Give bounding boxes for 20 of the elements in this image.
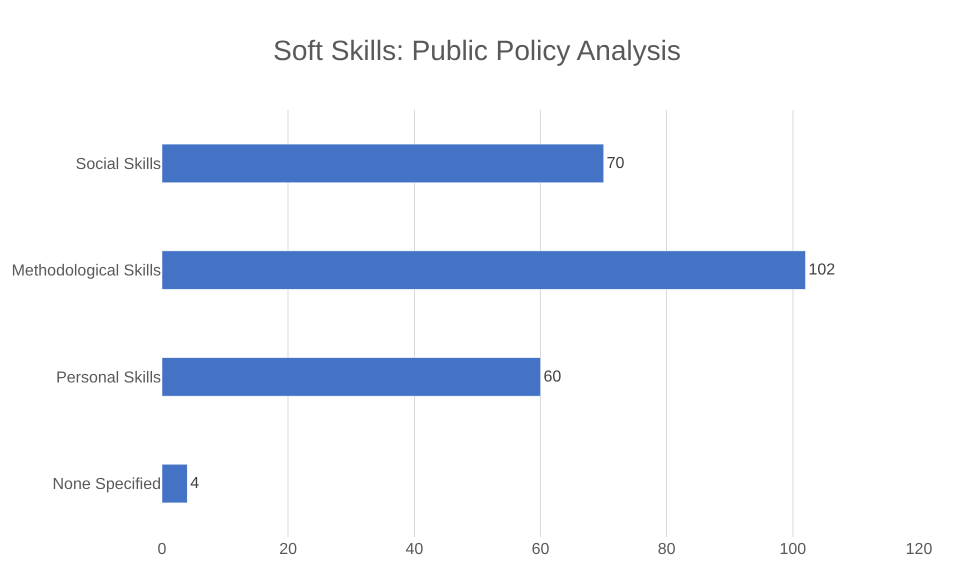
x-tick-label: 100	[779, 541, 806, 558]
x-tick-label: 60	[532, 541, 550, 558]
bar	[162, 464, 188, 504]
x-tick-label: 20	[279, 541, 298, 558]
y-tick-label: None Specified	[52, 476, 161, 494]
data-label: 60	[544, 368, 562, 386]
y-tick-label: Social Skills	[76, 156, 161, 173]
x-tick-label: 40	[405, 541, 424, 558]
y-tick-label: Methodological Skills	[12, 262, 161, 280]
data-label: 70	[606, 154, 624, 172]
chart-title: Soft Skills: Public Policy Analysis	[273, 34, 681, 66]
data-label: 102	[808, 262, 836, 279]
x-tick-label: 0	[158, 541, 167, 558]
bar	[162, 144, 604, 183]
x-tick-label: 120	[906, 541, 932, 558]
bar	[162, 250, 806, 290]
data-label: 4	[190, 475, 200, 492]
x-tick-label: 80	[658, 541, 676, 558]
bar	[162, 357, 541, 396]
y-tick-label: Personal Skills	[56, 369, 161, 386]
